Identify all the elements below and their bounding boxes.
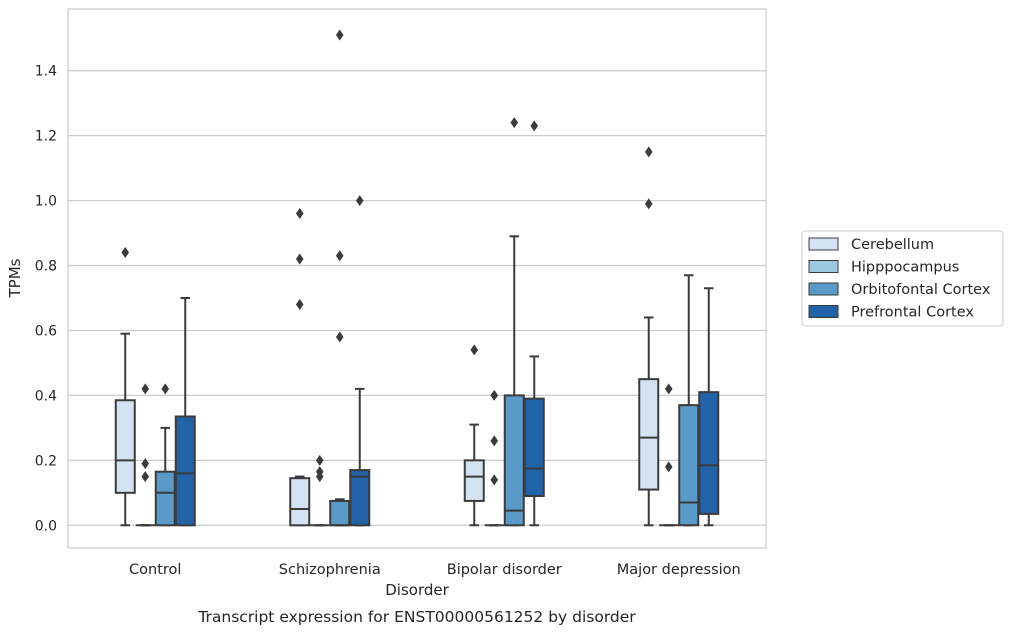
outlier-point xyxy=(664,383,673,395)
box-prefrontal-cortex xyxy=(349,195,371,527)
box xyxy=(503,394,525,527)
x-axis-ticks: Control Schizophrenia Bipolar disorder Majo… xyxy=(129,562,741,578)
legend-label: Cerebellum xyxy=(851,237,934,253)
legend-frame xyxy=(801,230,1004,327)
box-hipppocampus xyxy=(135,383,155,527)
legend-swatch xyxy=(808,260,839,273)
outlier-point xyxy=(530,120,539,132)
outlier-point xyxy=(315,466,324,478)
box xyxy=(114,399,136,494)
box-hipppocampus xyxy=(659,383,679,527)
plot-frame xyxy=(67,8,767,549)
box-prefrontal-cortex xyxy=(698,287,720,527)
legend-label: Orbitofontal Cortex xyxy=(851,282,991,298)
x-tick-label: Major depression xyxy=(617,562,741,578)
box xyxy=(638,378,660,491)
chart-caption: Transcript expression for ENST0000056125… xyxy=(197,608,636,626)
x-axis-label: Disorder xyxy=(385,581,449,599)
box-plots xyxy=(114,29,720,527)
outlier-point xyxy=(490,389,499,401)
gridlines xyxy=(68,70,766,526)
x-tick-label: Control xyxy=(129,562,181,578)
box-cerebellum xyxy=(638,146,660,527)
box-cerebellum xyxy=(463,344,485,527)
box xyxy=(698,391,720,515)
legend-swatch xyxy=(808,237,839,251)
y-tick-label: 0.0 xyxy=(35,518,57,534)
outlier-point xyxy=(295,253,304,265)
y-axis-ticks: 0.0 0.2 0.4 0.6 0.8 1.0 1.2 1.4 xyxy=(35,64,57,535)
y-tick-label: 1.2 xyxy=(35,129,57,145)
outlier-point xyxy=(490,474,499,486)
outlier-point xyxy=(315,454,324,466)
outlier-point xyxy=(470,344,479,356)
outlier-point xyxy=(295,208,304,220)
outlier-point xyxy=(121,247,130,259)
box xyxy=(154,470,176,527)
box xyxy=(349,469,371,527)
x-tick-label: Bipolar disorder xyxy=(447,562,562,578)
outlier-point xyxy=(490,435,499,447)
x-tick-label: Schizophrenia xyxy=(279,562,381,578)
legend: Cerebellum Hipppocampus Orbitofontal Corte… xyxy=(801,230,1004,327)
outlier-point xyxy=(335,250,344,262)
box xyxy=(174,415,196,527)
box-hipppocampus xyxy=(310,454,330,527)
box xyxy=(678,404,700,527)
box xyxy=(289,477,311,527)
box xyxy=(463,459,485,502)
outlier-point xyxy=(355,195,364,207)
box-cerebellum xyxy=(114,247,136,527)
y-axis-label: TPMs xyxy=(6,258,24,298)
box-hipppocampus xyxy=(484,389,504,527)
y-tick-label: 0.6 xyxy=(35,323,57,339)
y-tick-label: 0.4 xyxy=(35,388,57,404)
box-orbitofontal-cortex xyxy=(329,29,351,527)
legend-label: Hipppocampus xyxy=(851,260,959,276)
outlier-point xyxy=(295,298,304,310)
box-orbitofontal-cortex xyxy=(503,117,525,527)
outlier-point xyxy=(335,331,344,343)
box-prefrontal-cortex xyxy=(174,296,196,527)
y-tick-label: 0.8 xyxy=(35,259,57,275)
y-tick-label: 1.0 xyxy=(35,194,57,210)
outlier-point xyxy=(644,198,653,210)
box-prefrontal-cortex xyxy=(523,120,545,527)
box-orbitofontal-cortex xyxy=(678,274,700,527)
box xyxy=(329,499,351,527)
legend-swatch xyxy=(808,305,839,318)
outlier-point xyxy=(510,117,519,129)
legend-swatch xyxy=(808,282,839,296)
legend-label: Prefrontal Cortex xyxy=(851,305,974,321)
outlier-point xyxy=(141,458,150,470)
outlier-point xyxy=(664,461,673,473)
outlier-point xyxy=(335,29,344,41)
outlier-point xyxy=(161,383,170,395)
outlier-point xyxy=(644,146,653,158)
outlier-point xyxy=(141,383,150,395)
y-tick-label: 0.2 xyxy=(35,453,57,469)
box xyxy=(523,397,545,498)
box-orbitofontal-cortex xyxy=(154,383,176,527)
y-tick-label: 1.4 xyxy=(35,64,57,80)
box-cerebellum xyxy=(289,208,311,527)
outlier-point xyxy=(141,471,150,483)
